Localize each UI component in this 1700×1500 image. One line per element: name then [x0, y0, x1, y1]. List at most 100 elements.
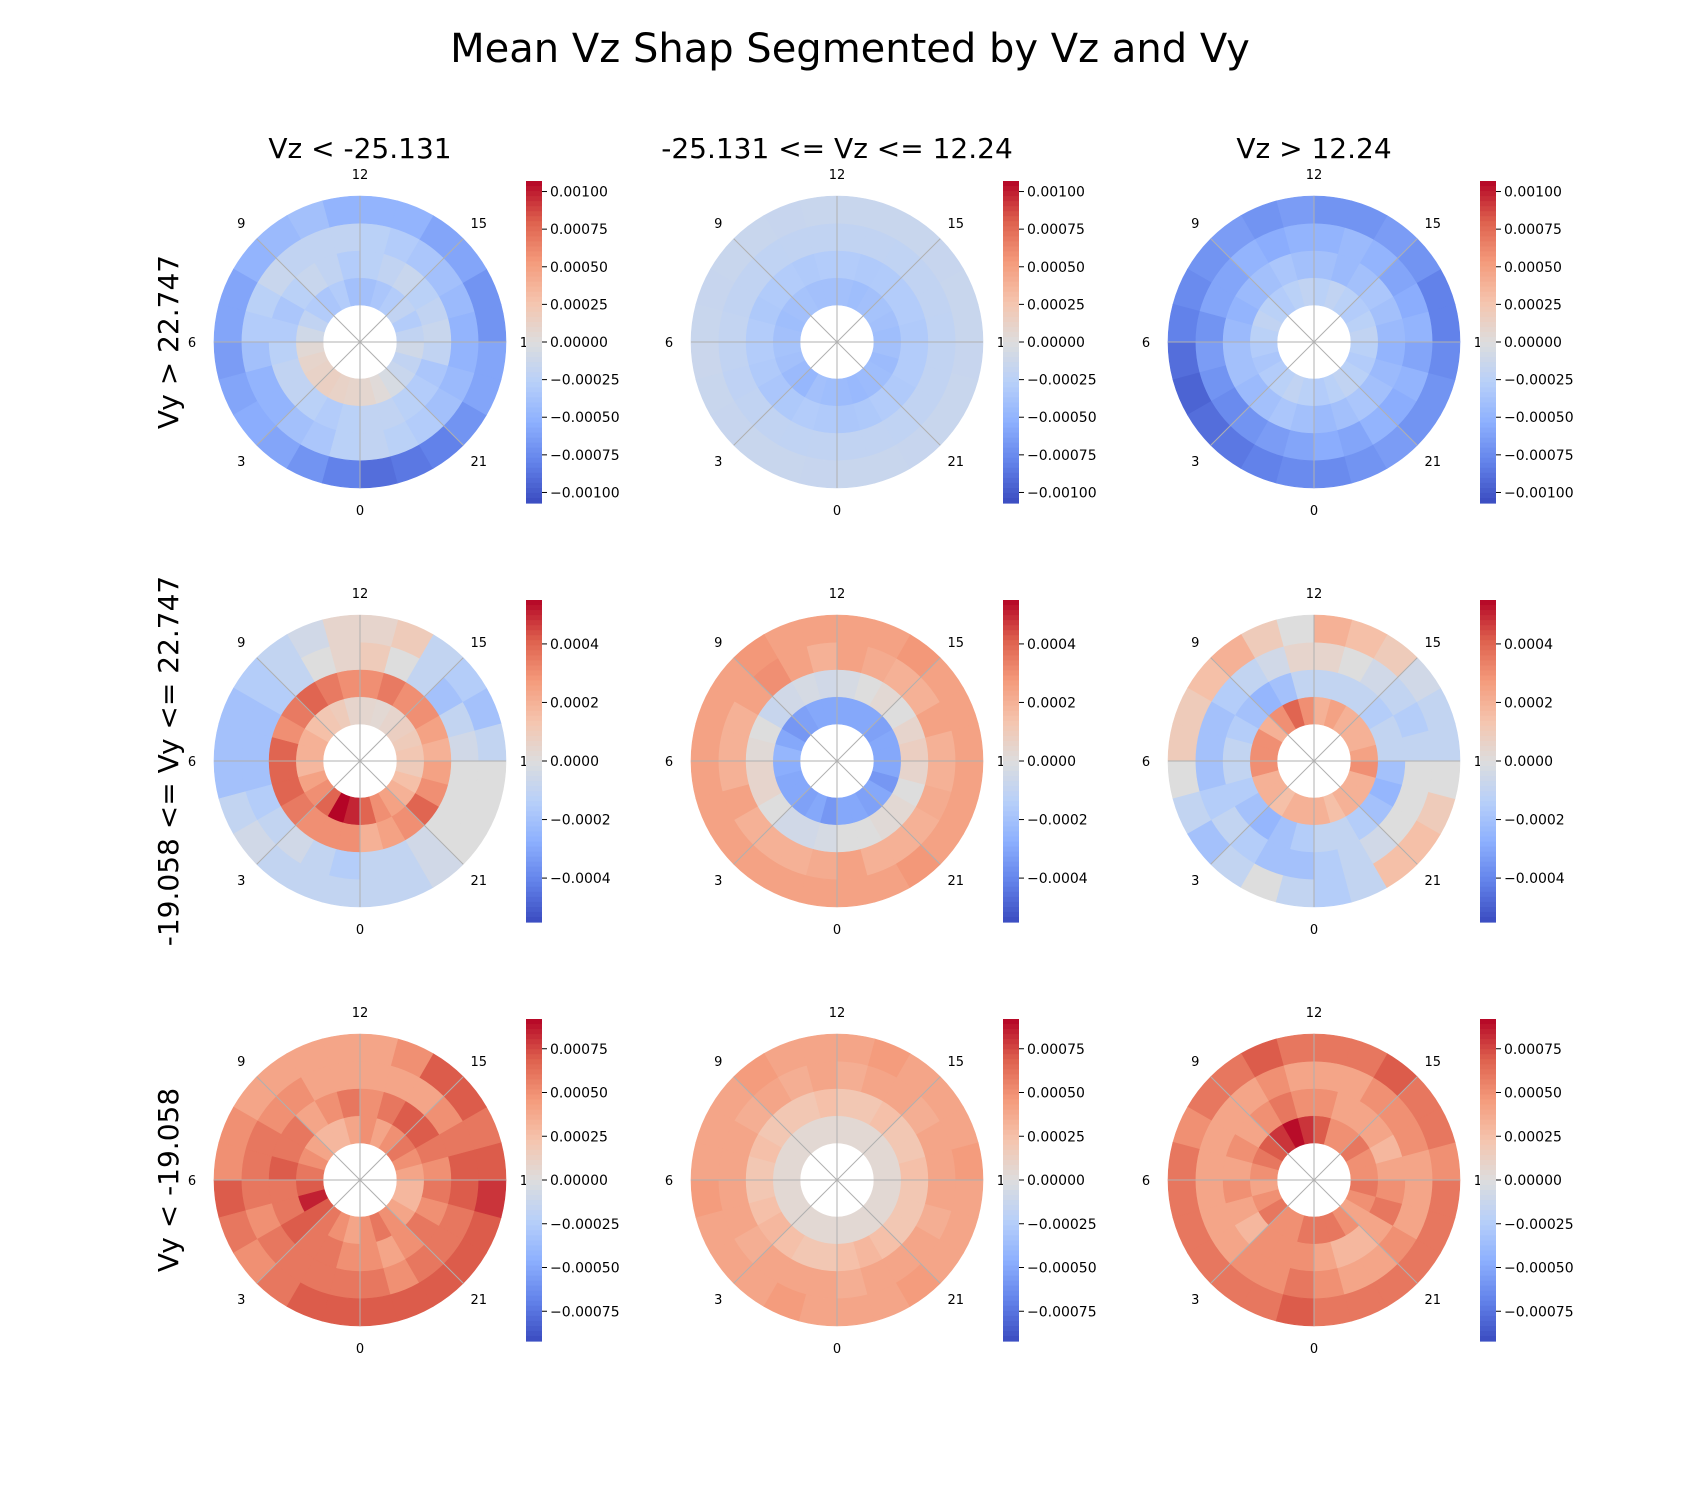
colorbar-segment [1003, 1144, 1019, 1151]
colorbar-segment [1003, 1154, 1019, 1161]
hour-label: 6 [1142, 336, 1150, 351]
colorbar-segment [1480, 841, 1496, 848]
hour-label: 0 [833, 504, 841, 519]
polar-gridline [1210, 760, 1315, 865]
heat-cell [836, 614, 876, 647]
colorbar-segment [1003, 196, 1019, 202]
heat-cell [1275, 456, 1315, 489]
colorbar-segment [1003, 866, 1019, 873]
colorbar-segment [526, 1180, 542, 1186]
polar-panel-r1-c3: 1296302118150.001000.000750.000500.00025… [1142, 168, 1574, 519]
colorbar-segment [526, 680, 542, 687]
hour-label: 12 [829, 1006, 846, 1021]
colorbar-segment [526, 1024, 542, 1030]
heat-cell [474, 341, 507, 381]
colorbar-segment [526, 1230, 542, 1236]
colorbar-segment [526, 1129, 542, 1136]
colorbar-tick-label: 0.00000 [1027, 335, 1085, 351]
hour-label: 0 [356, 923, 364, 938]
colorbar-segment [526, 690, 542, 697]
colorbar-segment [1480, 1134, 1496, 1141]
colorbar-segment [1003, 1240, 1019, 1247]
hour-label: 3 [237, 874, 245, 889]
colorbar-segment [1003, 625, 1019, 631]
polar-gridline [1313, 1076, 1418, 1181]
colorbar-segment [1480, 1124, 1496, 1131]
colorbar-segment [1480, 1225, 1496, 1231]
colorbar-segment [526, 336, 542, 343]
colorbar-segment [1003, 1280, 1019, 1287]
colorbar-tick-label: −0.00025 [1504, 373, 1574, 389]
colorbar-segment [526, 392, 542, 398]
hour-label: 0 [833, 1342, 841, 1357]
colorbar-tick-label: −0.00075 [1504, 448, 1574, 464]
hour-label: 3 [1191, 455, 1199, 470]
colorbar-segment [526, 1200, 542, 1206]
colorbar-segment [526, 630, 542, 636]
colorbar-tick-label: 0.00075 [1027, 222, 1085, 238]
colorbar-segment [526, 655, 542, 661]
colorbar-segment [1480, 655, 1496, 661]
colorbar-segment [526, 670, 542, 677]
colorbar-segment [526, 407, 542, 414]
colorbar-segment [526, 1119, 542, 1126]
colorbar-segment [526, 1059, 542, 1065]
hour-label: 6 [188, 755, 196, 770]
hour-label: 12 [1306, 168, 1323, 183]
colorbar-segment [526, 660, 542, 667]
colorbar-tick-label: −0.0002 [1504, 813, 1565, 829]
colorbar-segment [1003, 206, 1019, 212]
colorbar-segment [526, 1330, 542, 1337]
colorbar-segment [1003, 286, 1019, 293]
colorbar-segment [526, 206, 542, 212]
colorbar-segment [1480, 196, 1496, 202]
colorbar-segment [1480, 896, 1496, 903]
colorbar-tick-label: −0.00025 [1504, 1217, 1574, 1233]
colorbar-segment [526, 1109, 542, 1116]
colorbar-tick-label: 0.0000 [1504, 754, 1553, 770]
colorbar-segment [1480, 437, 1496, 444]
colorbar-segment [1480, 630, 1496, 636]
colorbar-segment [1480, 901, 1496, 908]
colorbar-segment [1003, 730, 1019, 737]
colorbar-tick-label: 0.00100 [550, 185, 608, 201]
colorbar-segment [1480, 620, 1496, 626]
colorbar-tick-label: −0.00050 [550, 1261, 620, 1277]
colorbar-segment [1003, 1195, 1019, 1201]
polar-panel-r2-c3: 1296302118150.00040.00020.0000−0.0002−0.… [1142, 587, 1565, 938]
colorbar-segment [1003, 261, 1019, 268]
colorbar-segment [1003, 326, 1019, 333]
colorbar-tick-label: 0.00075 [550, 222, 608, 238]
colorbar-segment [1003, 1024, 1019, 1030]
colorbar-segment [1480, 1185, 1496, 1191]
hour-label: 9 [1191, 636, 1199, 651]
colorbar-segment [1003, 336, 1019, 343]
colorbar-segment [1480, 1034, 1496, 1040]
colorbar-segment [526, 911, 542, 918]
colorbar-segment [1480, 301, 1496, 308]
colorbar-segment [526, 1029, 542, 1035]
colorbar-tick-label: 0.00025 [550, 1129, 608, 1145]
colorbar-tick-label: 0.00000 [550, 1173, 608, 1189]
colorbar-segment [1003, 766, 1019, 772]
colorbar-segment [526, 821, 542, 828]
colorbar-segment [526, 650, 542, 656]
colorbar-segment [1480, 482, 1496, 489]
colorbar-segment [526, 251, 542, 258]
colorbar-segment [1480, 442, 1496, 449]
colorbar-segment [526, 1300, 542, 1307]
colorbar-segment [1480, 392, 1496, 398]
colorbar-segment [1003, 705, 1019, 712]
heat-cell [321, 456, 361, 489]
hour-label: 3 [237, 455, 245, 470]
colorbar-segment [526, 1164, 542, 1171]
colorbar-segment [1003, 321, 1019, 328]
colorbar-segment [1480, 886, 1496, 893]
colorbar-segment [526, 750, 542, 757]
polar-gridline [836, 341, 941, 446]
colorbar-segment [1003, 382, 1019, 388]
heat-cell [1313, 1033, 1353, 1066]
colorbar-segment [1480, 246, 1496, 253]
colorbar-segment [1480, 1230, 1496, 1236]
